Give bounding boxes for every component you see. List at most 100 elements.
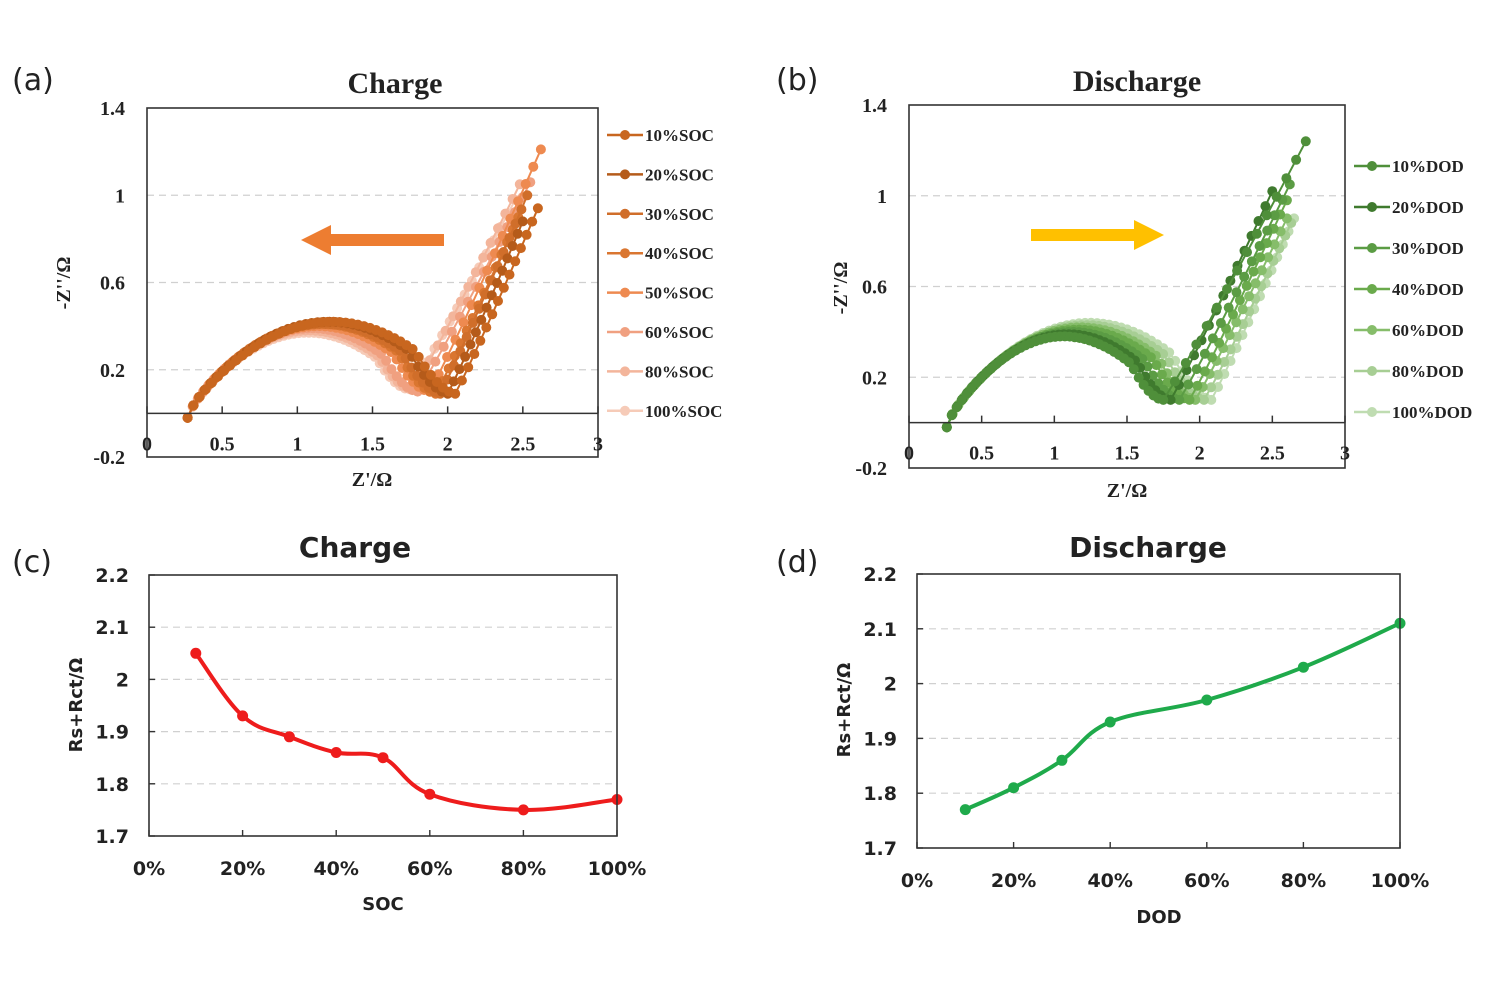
data-point [425, 369, 436, 380]
data-point [465, 339, 476, 350]
data-point [470, 267, 481, 278]
chart-title: Charge [348, 67, 443, 100]
data-point [456, 375, 467, 386]
direction-arrow-icon [1031, 220, 1164, 250]
data-point [419, 369, 429, 380]
data-point [448, 376, 459, 387]
data-point [1263, 252, 1274, 263]
x-tick-label: 2 [1195, 443, 1205, 465]
data-point [1123, 357, 1134, 368]
y-axis-label: -Z''/Ω [830, 262, 852, 315]
series-30%SOC [182, 190, 533, 423]
x-tick-label: 0 [904, 443, 914, 465]
data-point [1241, 280, 1252, 291]
data-point [493, 296, 503, 306]
data-point [1281, 173, 1292, 184]
y-tick-label: 2.1 [95, 617, 129, 639]
data-point [1234, 295, 1245, 306]
series-10%DOD [941, 136, 1311, 433]
x-tick-label: 1 [292, 433, 302, 455]
data-point [1239, 271, 1250, 282]
data-point [194, 391, 205, 402]
nyquist-charge-chart: Charge Z'/Ω -Z''/Ω 0 0.5 1 1.5 2 2.5 3 -0.2 0.2 0… [53, 67, 722, 491]
data-point [463, 362, 474, 373]
data-point [535, 144, 546, 155]
series-line [945, 183, 1291, 428]
y-tick-label: 0.6 [862, 277, 887, 299]
chart-title: Charge [299, 531, 411, 564]
x-tick-label: 20% [991, 870, 1036, 892]
data-point [1104, 716, 1116, 728]
data-point [407, 344, 418, 354]
y-tick-label: 2 [884, 674, 897, 696]
data-point [515, 243, 526, 254]
x-tick-label: 1 [1049, 443, 1059, 465]
legend-label: 50%SOC [645, 284, 714, 303]
legend-label: 60%SOC [645, 323, 714, 342]
data-point [450, 388, 461, 399]
y-tick-label: 0.2 [100, 360, 125, 382]
data-point [1008, 782, 1020, 794]
data-point [520, 179, 531, 189]
data-point [455, 296, 466, 307]
data-point [1158, 394, 1169, 405]
data-point [959, 804, 971, 816]
data-point [1231, 287, 1242, 298]
x-tick-label: 3 [593, 433, 603, 455]
data-point [1156, 369, 1167, 380]
data-point [454, 364, 465, 375]
data-point [1128, 364, 1139, 375]
data-point [522, 190, 533, 201]
data-point [1206, 394, 1217, 405]
data-point [532, 203, 543, 214]
y-tick-label: 1 [877, 186, 887, 208]
x-tick-label: 3 [1340, 443, 1350, 465]
y-tick-label: 1.4 [100, 98, 125, 120]
series-line [964, 621, 1401, 812]
data-point [446, 326, 457, 337]
data-point [1145, 352, 1156, 363]
data-point [474, 303, 485, 314]
data-point [1180, 358, 1191, 368]
legend-marker [1367, 325, 1377, 335]
data-point [1192, 380, 1203, 391]
x-axis-label: SOC [362, 894, 403, 915]
data-point [458, 317, 469, 328]
data-point [517, 804, 529, 816]
data-point [1056, 754, 1068, 766]
data-point [1211, 302, 1222, 313]
data-point [1133, 372, 1144, 383]
data-point [182, 412, 193, 423]
legend-item: 30%SOC [607, 205, 714, 224]
data-point [510, 256, 521, 267]
data-point [1199, 348, 1210, 359]
data-point [1231, 317, 1242, 328]
data-point [498, 282, 509, 293]
data-point [1269, 239, 1280, 250]
data-point [419, 361, 430, 372]
data-point [512, 228, 523, 239]
data-point [504, 232, 515, 243]
data-point [469, 349, 480, 359]
x-tick-label: 60% [407, 858, 452, 880]
x-tick-label: 100% [1371, 870, 1430, 892]
legend-item: 10%SOC [607, 126, 714, 145]
data-point [413, 351, 424, 362]
data-point [1246, 256, 1257, 267]
data-point [504, 269, 515, 280]
y-axis-label: Rs+Rct/Ω [834, 663, 855, 758]
x-tick-label: 2.5 [510, 433, 535, 455]
data-point [1191, 339, 1202, 350]
y-tick-label: 1.9 [863, 728, 897, 750]
plot-frame [916, 573, 1401, 849]
data-point [1207, 333, 1218, 344]
y-tick-label: 1.7 [95, 826, 129, 848]
y-tick-label: 1.9 [95, 722, 129, 744]
data-point [200, 384, 211, 395]
panel-label-d: (d) [776, 545, 818, 580]
chart-title: Discharge [1069, 531, 1227, 564]
x-tick-label: 0% [133, 858, 165, 880]
data-point [481, 322, 492, 333]
y-tick-label: 1 [115, 185, 125, 207]
